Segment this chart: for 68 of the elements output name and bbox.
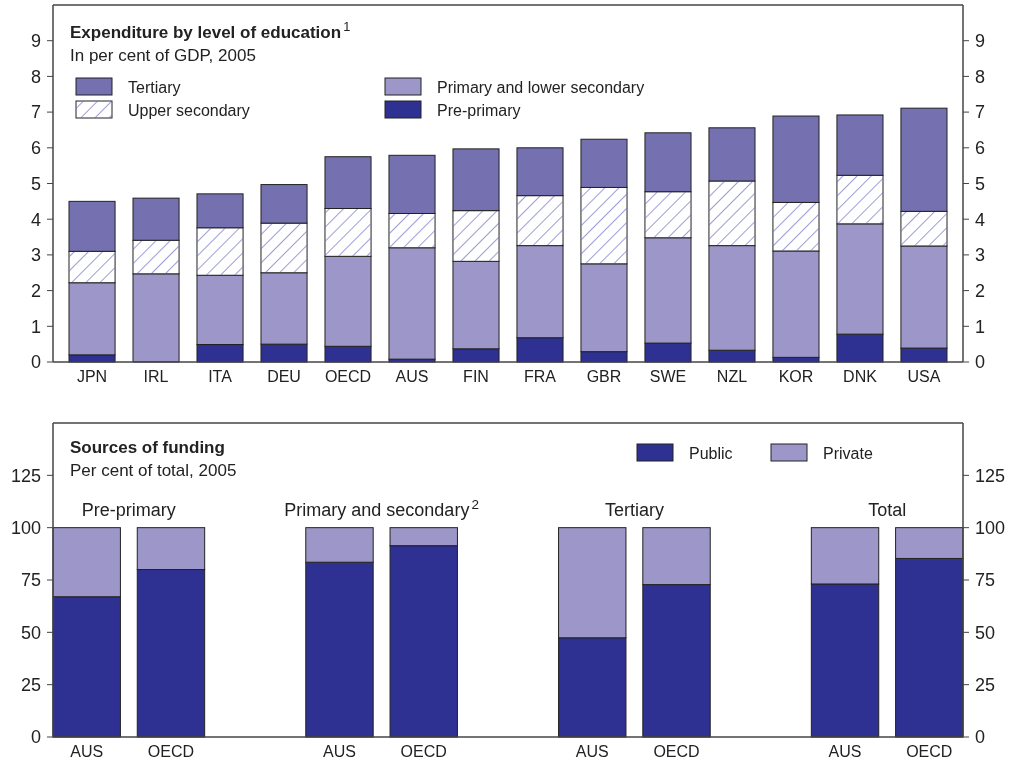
y-tick-label: 6 [30, 138, 41, 159]
x-tick-label: AUS [575, 743, 609, 760]
y-tick-label: 100 [10, 517, 41, 538]
y-tick-label: 0 [30, 727, 41, 748]
y2-tick-label: 0 [975, 727, 986, 748]
legend-label: Public [689, 444, 733, 462]
x-tick-label: OECD [324, 368, 372, 385]
y2-tick-label: 2 [975, 280, 986, 301]
x-tick-label: AUS [828, 743, 862, 760]
x-tick-label: JPN [76, 368, 108, 385]
y2-tick-label: 5 [975, 173, 986, 194]
y-tick-label: 25 [20, 674, 41, 695]
x-tick-label: GBR [586, 368, 622, 385]
x-tick-label: OECD [400, 743, 447, 760]
x-tick-label: NZL [716, 368, 748, 385]
text: In per cent of GDP, 2005 [70, 46, 256, 65]
y2-tick-label: 50 [975, 622, 996, 643]
y2-tick-label: 0 [975, 352, 986, 373]
x-tick-label: ITA [208, 368, 233, 385]
y2-tick-label: 3 [975, 245, 986, 266]
annotation: Pre-primary [81, 499, 176, 520]
x-tick-label: OECD [147, 743, 195, 760]
annotation: Total [868, 499, 907, 520]
text: Per cent of total, 2005 [70, 461, 237, 480]
x-tick-label: FRA [524, 368, 557, 385]
y2-tick-label: 1 [975, 316, 986, 337]
y-tick-label: 4 [30, 209, 41, 230]
y-tick-label: 50 [20, 622, 41, 643]
x-tick-label: OECD [653, 743, 700, 760]
y-tick-label: 2 [30, 280, 41, 301]
x-tick-label: DNK [843, 368, 878, 385]
y2-tick-label: 25 [975, 674, 996, 695]
y2-tick-label: 9 [975, 31, 986, 51]
y-tick-label: 1 [30, 316, 41, 337]
x-tick-label: OECD [906, 743, 953, 760]
text: Sources of funding [70, 438, 225, 457]
annotation: Tertiary [604, 499, 664, 520]
legend-label: Upper secondary [128, 101, 250, 119]
y-tick-label: 0 [30, 352, 41, 373]
x-tick-label: AUS [323, 743, 356, 760]
x-tick-label: KOR [778, 368, 814, 385]
legend-label: Pre-primary [437, 101, 521, 119]
y2-tick-label: 75 [975, 570, 996, 591]
annotation: Primary and secondary$^{2}$ [284, 496, 479, 520]
legend-label: Private [823, 444, 873, 462]
y-tick-label: 8 [30, 66, 41, 87]
x-tick-label: SWE [649, 368, 687, 385]
text: Expenditure by level of education$^{1}$ [70, 18, 351, 42]
x-tick-label: DEU [267, 368, 301, 385]
y2-tick-label: 6 [975, 138, 986, 159]
y2-tick-label: 8 [975, 66, 986, 87]
x-tick-label: AUS [395, 368, 429, 385]
y2-tick-label: 4 [975, 209, 986, 230]
y-tick-label: 9 [30, 31, 41, 51]
x-tick-label: USA [907, 368, 941, 385]
y2-tick-label: 7 [975, 102, 986, 123]
legend-label: Tertiary [128, 78, 181, 96]
x-tick-label: AUS [70, 743, 104, 760]
x-tick-label: IRL [143, 368, 169, 385]
y-tick-label: 75 [20, 570, 41, 591]
y-tick-label: 3 [30, 245, 41, 266]
y2-tick-label: 100 [975, 517, 1006, 538]
y-tick-label: 7 [30, 102, 41, 123]
y-tick-label: 125 [10, 465, 41, 486]
x-tick-label: FIN [463, 368, 489, 385]
y2-tick-label: 125 [975, 465, 1006, 486]
y-tick-label: 5 [30, 173, 41, 194]
legend-label: Primary and lower secondary [437, 78, 645, 96]
